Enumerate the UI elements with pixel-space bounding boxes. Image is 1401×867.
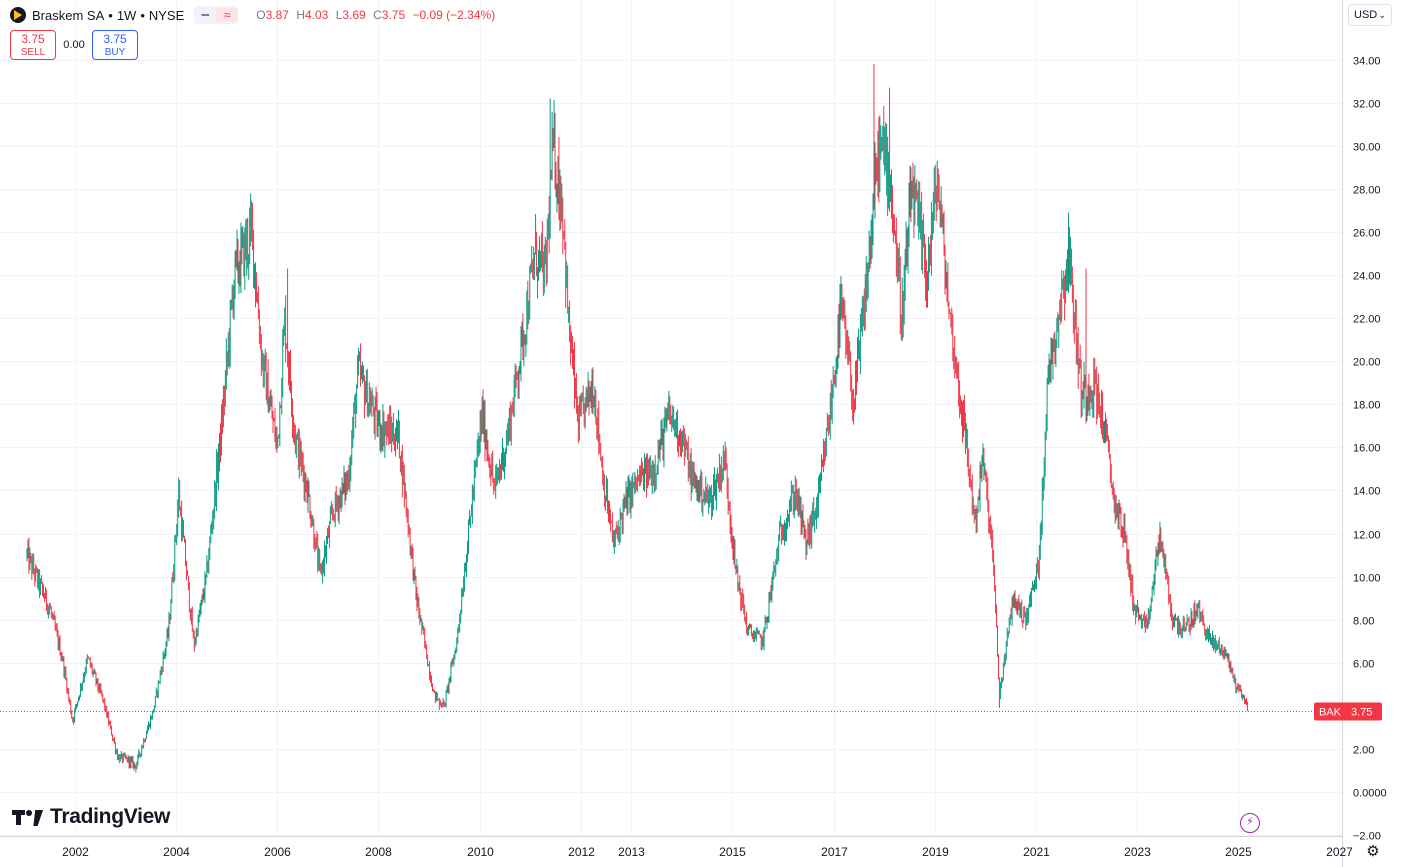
minus-icon[interactable]: ━ — [201, 8, 209, 22]
legend-separator: • — [108, 7, 113, 23]
x-tick-label: 2017 — [821, 845, 848, 859]
high-value: 4.03 — [305, 8, 329, 22]
buy-price: 3.75 — [103, 32, 127, 46]
buy-button[interactable]: 3.75 BUY — [92, 30, 138, 60]
spread-value: 0.00 — [63, 39, 85, 51]
y-tick-label: 10.00 — [1353, 573, 1381, 585]
y-tick-label: 26.00 — [1353, 228, 1381, 240]
y-tick-label: −2.00 — [1353, 831, 1381, 843]
y-tick-label: 2.00 — [1353, 745, 1374, 757]
x-tick-label: 2013 — [618, 845, 645, 859]
x-tick-label: 2015 — [719, 845, 746, 859]
y-tick-label: 18.00 — [1353, 400, 1381, 412]
x-tick-label: 2027 — [1326, 845, 1353, 859]
sell-label: SELL — [20, 47, 46, 58]
y-tick-label: 24.00 — [1353, 271, 1381, 283]
ohlc-values: O3.87 H4.03 L3.69 C3.75 −0.09 (−2.34%) — [256, 8, 496, 22]
y-tick-label: 20.00 — [1353, 357, 1381, 369]
x-tick-label: 2025 — [1225, 845, 1252, 859]
close-value: 3.75 — [381, 8, 406, 22]
price-axis[interactable]: 34.00 32.00 30.00 28.00 26.00 24.00 22.00 20.00… — [1353, 56, 1387, 843]
buy-label: BUY — [104, 47, 126, 58]
sell-button[interactable]: 3.75 SELL — [10, 30, 56, 60]
y-tick-label: 34.00 — [1353, 56, 1381, 68]
y-tick-label: 16.00 — [1353, 443, 1381, 455]
y-tick-label: 6.00 — [1353, 659, 1374, 671]
low-value: 3.69 — [342, 8, 366, 22]
currency-select[interactable]: USD ⌄ — [1348, 4, 1392, 26]
open-value: 3.87 — [265, 8, 289, 22]
y-tick-label: 12.00 — [1353, 530, 1381, 542]
tradingview-wordmark: TradingView — [50, 805, 171, 828]
series-legend: Braskem SA • 1W • NYSE ━ ≈ O3.87 H4.03 L… — [10, 5, 495, 25]
x-tick-label: 2012 — [568, 845, 595, 859]
gear-icon[interactable]: ⚙ — [1366, 843, 1380, 860]
legend-separator: • — [140, 7, 145, 23]
legend-interval[interactable]: 1W — [116, 7, 137, 23]
wave-icon[interactable]: ≈ — [216, 8, 239, 22]
sell-price: 3.75 — [21, 32, 45, 46]
y-tick-label: 14.00 — [1353, 486, 1381, 498]
x-tick-label: 2008 — [365, 845, 392, 859]
lightning-icon[interactable]: ⚡ — [1240, 813, 1260, 833]
y-tick-label: 0.0000 — [1353, 788, 1387, 800]
x-tick-label: 2006 — [264, 845, 291, 859]
y-tick-label: 22.00 — [1353, 314, 1381, 326]
price-label-value: 3.75 — [1351, 707, 1372, 719]
chart-grid — [0, 0, 1342, 836]
tradingview-logo: TradingView — [12, 805, 170, 829]
x-tick-label: 2004 — [163, 845, 190, 859]
x-tick-label: 2023 — [1124, 845, 1151, 859]
chevron-down-icon: ⌄ — [1378, 10, 1386, 20]
price-label-symbol: BAK — [1319, 707, 1342, 719]
x-tick-label: 2010 — [467, 845, 494, 859]
trade-buttons: 3.75 SELL 0.00 3.75 BUY — [10, 30, 138, 60]
currency-value: USD — [1354, 9, 1378, 21]
candles — [26, 63, 1248, 773]
tradingview-mark-icon — [12, 808, 46, 826]
x-tick-label: 2019 — [922, 845, 949, 859]
y-tick-label: 8.00 — [1353, 616, 1374, 628]
legend-controls: ━ ≈ — [194, 6, 239, 24]
y-tick-label: 30.00 — [1353, 142, 1381, 154]
y-tick-label: 28.00 — [1353, 185, 1381, 197]
y-tick-label: 32.00 — [1353, 99, 1381, 111]
x-tick-label: 2002 — [62, 845, 89, 859]
time-axis[interactable]: 2002 2004 2006 2008 2010 2012 2013 2015 2017 2019… — [62, 845, 1353, 859]
change-value: −0.09 (−2.34%) — [412, 8, 496, 22]
x-tick-label: 2021 — [1023, 845, 1050, 859]
symbol-name[interactable]: Braskem SA — [32, 7, 105, 23]
last-price-label: BAK 3.75 — [1314, 702, 1382, 721]
braskem-logo-icon — [10, 7, 26, 23]
legend-exchange: NYSE — [148, 7, 185, 23]
